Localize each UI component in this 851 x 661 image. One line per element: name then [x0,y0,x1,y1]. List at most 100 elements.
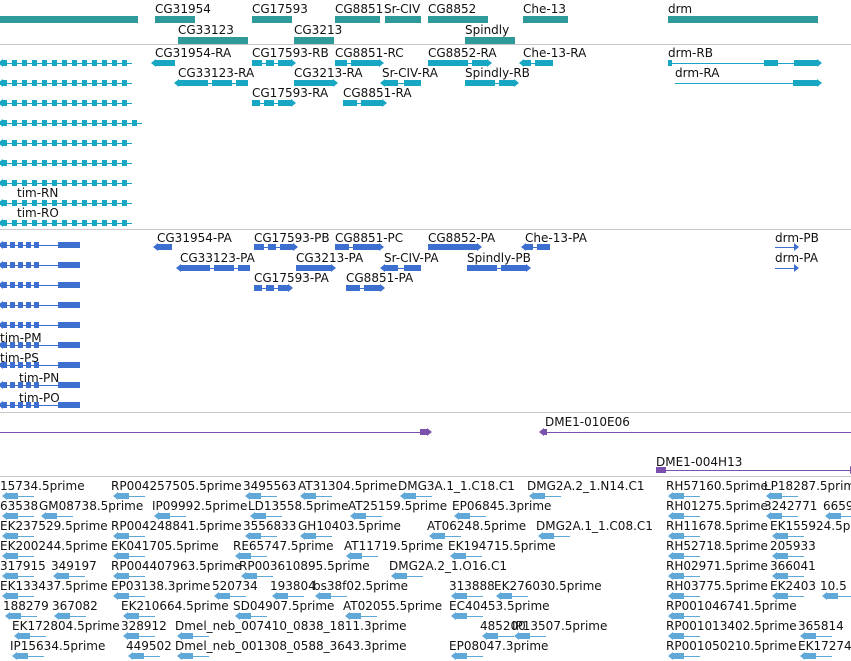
est-label[interactable]: EK237529.5prime [0,519,108,533]
clone-label[interactable]: DME1-010E06 [545,415,630,429]
est-glyph[interactable] [300,532,332,540]
est-label[interactable]: GM08738.5prime [39,499,144,513]
est-label[interactable]: LD13558.5prime [248,499,349,513]
est-glyph[interactable] [496,592,528,600]
est-label[interactable]: 485200 [480,619,526,633]
est-label[interactable]: AT06248.5prime [427,519,527,533]
transcript-glyph[interactable] [252,59,296,67]
est-glyph[interactable] [2,552,34,560]
protein-label[interactable]: drm-PA [775,251,819,265]
est-glyph[interactable] [451,592,483,600]
est-label[interactable]: IP09992.5prime [152,499,248,513]
est-label[interactable]: RP004248841.5prime [111,519,242,533]
est-label[interactable]: 15734.5prime [0,479,85,493]
est-label[interactable]: DMG2A.2_1.N14.C1 [527,479,645,493]
gene-label[interactable]: Sr-CIV [384,2,421,16]
protein-label[interactable]: CG17593-PA [254,271,329,285]
protein-label[interactable]: drm-PB [775,231,819,245]
est-label[interactable]: EK2403 [770,579,816,593]
est-glyph[interactable] [154,512,186,520]
protein-glyph[interactable] [467,264,531,272]
est-glyph[interactable] [668,612,700,620]
est-glyph[interactable] [450,552,482,560]
est-glyph[interactable] [2,492,34,500]
est-label[interactable]: 3556833 [243,519,297,533]
est-glyph[interactable] [400,492,432,500]
gene-label[interactable]: CG33123 [178,23,234,37]
est-glyph[interactable] [668,652,700,660]
est-label[interactable]: 449502 [126,639,172,653]
est-label[interactable]: bs38f02.5prime [313,579,409,593]
transcript-label[interactable]: CG17593-RA [252,86,329,100]
est-label[interactable]: DMG3A.1_1.C18.C1 [398,479,515,493]
gene-label[interactable]: Che-13 [523,2,566,16]
protein-label[interactable]: CG3213-PA [296,251,364,265]
transcript-glyph[interactable] [0,139,132,147]
protein-label[interactable]: tim-PM [0,331,42,345]
transcript-label[interactable]: Sr-CIV-RA [382,66,438,80]
est-label[interactable]: RH02971.5prime [666,559,768,573]
est-glyph[interactable] [482,632,514,640]
gene-label[interactable]: CG8852 [428,2,477,16]
transcript-glyph[interactable] [380,79,421,87]
est-label[interactable]: RP001050210.5prime [666,639,797,653]
clone-glyph[interactable] [0,428,432,436]
est-label[interactable]: 367082 [52,599,98,613]
est-glyph[interactable] [668,532,700,540]
est-glyph[interactable] [822,592,851,600]
est-glyph[interactable] [128,652,160,660]
protein-glyph[interactable] [176,264,250,272]
est-label[interactable]: 3242771 [764,499,818,513]
gene-bar[interactable] [465,37,515,44]
transcript-label[interactable]: CG8851-RA [343,86,412,100]
est-glyph[interactable] [800,652,832,660]
est-glyph[interactable] [123,632,155,640]
est-label[interactable]: AT11719.5prime [344,539,444,553]
est-glyph[interactable] [668,492,700,500]
est-glyph[interactable] [250,512,282,520]
est-label[interactable]: LP18287.5prime [764,479,851,493]
est-glyph[interactable] [766,512,798,520]
transcript-label[interactable]: tim-RN [17,186,59,200]
est-glyph[interactable] [14,632,46,640]
transcript-glyph[interactable] [668,59,822,67]
est-label[interactable]: Dmel_neb_007410_0838_1811.3prime [175,619,407,633]
est-label[interactable]: AT02055.5prime [343,599,443,613]
est-label[interactable]: DMG2A.2_1.O16.C1 [389,559,507,573]
protein-glyph[interactable] [254,284,293,292]
est-label[interactable]: RH03775.5prime [666,579,768,593]
est-label[interactable]: Dmel_neb_001308_0588_3643.3prime [175,639,407,653]
transcript-label[interactable]: CG33123-RA [178,66,255,80]
transcript-glyph[interactable] [294,79,338,87]
est-glyph[interactable] [245,492,277,500]
est-label[interactable]: EP03138.3prime [111,579,211,593]
est-label[interactable]: EK194715.5prime [448,539,556,553]
est-label[interactable]: EK172804.5prime [12,619,120,633]
transcript-glyph[interactable] [0,199,132,207]
est-label[interactable]: 328912 [121,619,167,633]
gene-bar[interactable] [335,16,380,23]
est-glyph[interactable] [315,592,347,600]
est-label[interactable]: IP13507.5prime [512,619,608,633]
est-glyph[interactable] [668,512,700,520]
transcript-label[interactable]: CG31954-RA [155,46,232,60]
est-label[interactable]: EK133437.5prime [0,579,108,593]
est-glyph[interactable] [54,612,86,620]
est-glyph[interactable] [41,512,73,520]
est-glyph[interactable] [113,592,145,600]
est-glyph[interactable] [451,652,483,660]
est-glyph[interactable] [5,612,37,620]
est-label[interactable]: 193804 [270,579,316,593]
est-glyph[interactable] [272,592,304,600]
est-label[interactable]: 365814 [798,619,844,633]
est-label[interactable]: RP004257505.5prime [111,479,242,493]
protein-label[interactable]: CG8851-PA [346,271,414,285]
est-label[interactable]: 205933 [770,539,816,553]
protein-label[interactable]: tim-PN [19,371,60,385]
est-label[interactable]: RP001013402.5prime [666,619,797,633]
est-glyph[interactable] [346,552,378,560]
est-label[interactable]: EK276030.5prime [494,579,602,593]
est-glyph[interactable] [123,612,155,620]
gene-bar[interactable] [668,16,818,23]
est-glyph[interactable] [529,492,561,500]
